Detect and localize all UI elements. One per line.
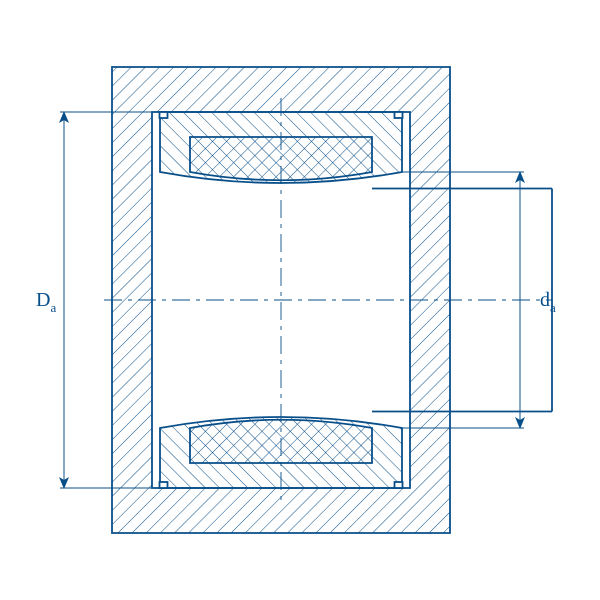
relief-notch (395, 112, 403, 118)
relief-notch (160, 482, 168, 488)
bearing-cross-section-drawing: Da da (0, 0, 600, 600)
relief-notch (395, 482, 403, 488)
relief-notch (160, 112, 168, 118)
label-da: da (540, 289, 556, 315)
label-Da: Da (36, 289, 56, 315)
